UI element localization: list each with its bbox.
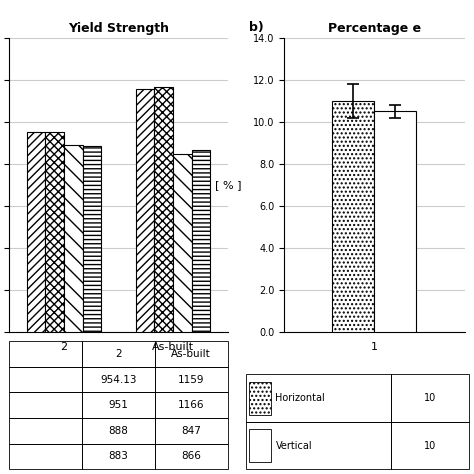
Bar: [9, 341, 82, 367]
Bar: [9, 418, 82, 444]
Bar: [9, 367, 82, 392]
Text: 954.13: 954.13: [100, 374, 137, 385]
Bar: [82, 392, 155, 418]
Text: 866: 866: [181, 451, 201, 462]
Bar: [136, 89, 155, 332]
Text: b): b): [249, 21, 264, 34]
Text: 883: 883: [109, 451, 128, 462]
Bar: [82, 418, 155, 444]
Text: 10: 10: [424, 440, 437, 451]
Text: 2: 2: [115, 349, 122, 359]
Bar: [155, 392, 228, 418]
Text: Horizontal: Horizontal: [275, 393, 325, 403]
Bar: [155, 444, 228, 469]
Bar: [173, 154, 191, 332]
Bar: [155, 367, 228, 392]
Text: 847: 847: [181, 426, 201, 436]
Text: Vertical: Vertical: [275, 440, 312, 451]
Bar: [82, 341, 155, 367]
Bar: [249, 429, 271, 462]
Y-axis label: [ % ]: [ % ]: [215, 180, 241, 190]
Bar: [374, 111, 417, 332]
Bar: [82, 444, 155, 469]
Bar: [392, 422, 469, 469]
Title: Percentage e: Percentage e: [328, 22, 421, 36]
Text: 10: 10: [424, 393, 437, 403]
Bar: [249, 382, 271, 415]
Text: 1159: 1159: [178, 374, 204, 385]
Bar: [392, 374, 469, 422]
Bar: [191, 150, 210, 332]
Bar: [246, 374, 392, 422]
Text: 888: 888: [109, 426, 128, 436]
Bar: [64, 146, 82, 332]
Bar: [155, 341, 228, 367]
Title: Yield Strength: Yield Strength: [68, 22, 169, 36]
Text: 951: 951: [109, 400, 128, 410]
Text: As-built: As-built: [171, 349, 211, 359]
Bar: [46, 132, 64, 332]
Bar: [155, 418, 228, 444]
Bar: [155, 87, 173, 332]
Bar: [9, 444, 82, 469]
Text: 1166: 1166: [178, 400, 204, 410]
Bar: [332, 101, 374, 332]
Bar: [82, 146, 101, 332]
Bar: [82, 367, 155, 392]
Bar: [246, 422, 392, 469]
Bar: [9, 392, 82, 418]
Bar: [27, 131, 46, 332]
